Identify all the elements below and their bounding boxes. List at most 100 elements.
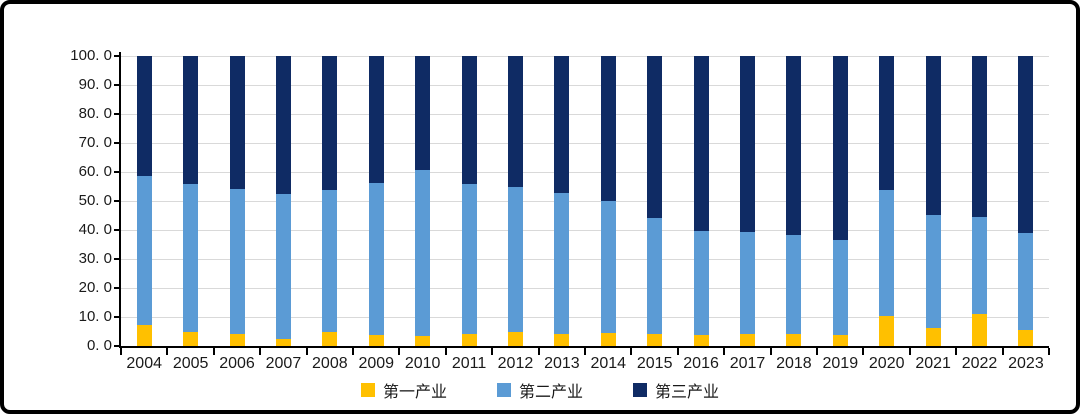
bar-2013-segment-第二产业 — [554, 193, 570, 334]
y-axis-tick — [114, 287, 119, 289]
bar-2018-segment-第二产业 — [786, 235, 802, 335]
bar-2006-segment-第一产业 — [229, 334, 245, 346]
x-axis-label-2008: 2008 — [312, 355, 348, 372]
x-axis-label-2007: 2007 — [265, 355, 302, 372]
x-axis-line — [119, 346, 1049, 348]
bar-2005-segment-第一产业 — [183, 332, 199, 346]
y-axis-tick-label: 20. 0 — [78, 279, 112, 296]
bar-stack-2020 — [879, 56, 895, 346]
bar-stack-2021 — [925, 56, 941, 346]
bar-2010-segment-第一产业 — [415, 335, 431, 346]
bar-2015-segment-第三产业 — [647, 56, 663, 218]
y-axis-tick-label: 70. 0 — [78, 134, 112, 151]
bar-2022-segment-第一产业 — [972, 314, 988, 346]
x-axis-tick — [352, 348, 354, 355]
bar-column-2006 — [214, 56, 260, 346]
bar-stack-2015 — [647, 56, 663, 346]
bar-2020-segment-第一产业 — [879, 316, 895, 346]
bar-2015-segment-第二产业 — [647, 217, 663, 335]
x-axis-tick — [212, 348, 215, 355]
y-axis-tick-label: 60. 0 — [78, 163, 112, 180]
legend-swatch-icon — [633, 383, 647, 397]
bar-2022-segment-第二产业 — [972, 216, 988, 315]
bar-2006-segment-第三产业 — [229, 56, 245, 190]
x-axis-tick — [120, 348, 122, 355]
bar-stack-2007 — [275, 56, 291, 346]
bar-stack-2016 — [693, 56, 709, 346]
bar-column-2018 — [771, 56, 817, 346]
bar-2023-segment-第二产业 — [1018, 232, 1034, 331]
bar-2004-segment-第三产业 — [136, 56, 152, 176]
bar-2015-segment-第一产业 — [647, 334, 663, 346]
bar-column-2016 — [678, 56, 724, 346]
bar-column-2012 — [492, 56, 538, 346]
y-axis-tick — [114, 345, 119, 347]
bar-stack-2011 — [461, 56, 477, 346]
y-axis-tick-label: 10. 0 — [78, 308, 112, 325]
bar-stack-2005 — [183, 56, 199, 346]
bar-stack-2017 — [739, 56, 755, 346]
bar-column-2013 — [539, 56, 585, 346]
bar-2014-segment-第三产业 — [600, 56, 616, 202]
x-axis-label-2022: 2022 — [961, 355, 998, 372]
y-axis-tick-label: 40. 0 — [78, 221, 112, 238]
x-axis-tick — [305, 348, 308, 355]
bar-column-2008 — [307, 56, 353, 346]
x-axis-label-2018: 2018 — [776, 355, 812, 372]
y-axis-tick — [114, 258, 119, 260]
y-axis-tick-label: 0. 0 — [86, 337, 112, 354]
bar-column-2007 — [260, 56, 306, 346]
bar-2008-segment-第三产业 — [322, 56, 338, 190]
gridline — [121, 172, 1049, 173]
bar-2013-segment-第三产业 — [554, 56, 570, 194]
bar-stack-2023 — [1018, 56, 1034, 346]
bar-column-2021 — [910, 56, 956, 346]
bar-column-2010 — [399, 56, 445, 346]
gridline — [121, 114, 1049, 115]
legend-label: 第二产业 — [518, 384, 583, 401]
bar-2014-segment-第一产业 — [600, 333, 616, 346]
bar-stack-2018 — [786, 56, 802, 346]
y-axis-tick — [114, 84, 119, 86]
x-axis-label-2019: 2019 — [822, 355, 859, 372]
x-axis-tick — [584, 348, 586, 355]
y-axis-tick-label: 90. 0 — [78, 76, 112, 93]
bar-column-2009 — [353, 56, 399, 346]
bar-2021-segment-第二产业 — [925, 214, 941, 329]
x-axis-label-2015: 2015 — [636, 355, 673, 372]
x-axis-label-2005: 2005 — [172, 355, 209, 372]
y-axis-tick — [114, 113, 119, 115]
bar-2011-segment-第三产业 — [461, 56, 477, 184]
bar-column-2020 — [864, 56, 910, 346]
bar-2013-segment-第一产业 — [554, 333, 570, 346]
plot-area — [114, 52, 1050, 355]
bar-column-2017 — [724, 56, 770, 346]
x-axis-label-2023: 2023 — [1008, 355, 1044, 372]
gridline — [121, 288, 1049, 289]
bar-column-2005 — [167, 56, 213, 346]
bar-2007-segment-第三产业 — [275, 56, 291, 194]
bar-2012-segment-第二产业 — [507, 187, 523, 333]
x-axis-tick — [166, 348, 169, 355]
x-axis-tick — [816, 348, 818, 355]
bar-stack-2012 — [507, 56, 523, 346]
x-axis-tick — [955, 348, 958, 355]
bar-2017-segment-第三产业 — [739, 56, 755, 233]
bar-2011-segment-第一产业 — [461, 334, 477, 346]
bar-2004-segment-第二产业 — [136, 175, 152, 326]
bar-2007-segment-第一产业 — [275, 338, 291, 346]
x-axis-label-2011: 2011 — [451, 355, 487, 372]
x-axis-label-2017: 2017 — [729, 355, 766, 372]
x-axis-tick — [676, 348, 679, 355]
y-axis-tick-label: 50. 0 — [78, 192, 112, 209]
gridline — [121, 230, 1049, 231]
y-axis-tick — [114, 55, 119, 57]
bar-2009-segment-第三产业 — [368, 56, 384, 184]
legend-item-第三产业: 第三产业 — [633, 378, 719, 402]
legend-swatch-icon — [496, 383, 511, 397]
x-axis-tick — [1001, 348, 1004, 355]
y-axis-line — [119, 52, 121, 348]
bar-2007-segment-第二产业 — [275, 193, 291, 339]
x-axis-tick — [398, 348, 401, 355]
x-axis-label-2016: 2016 — [683, 355, 719, 372]
